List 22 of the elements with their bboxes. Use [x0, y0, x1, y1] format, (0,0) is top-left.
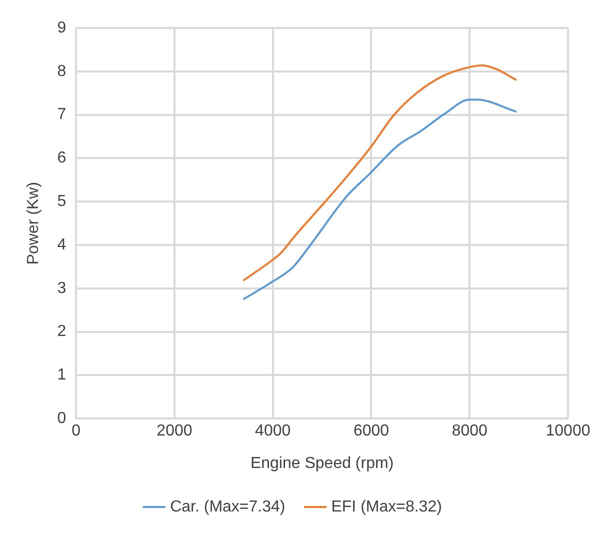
- line-series: [242, 98, 518, 300]
- y-tick-label: 3: [57, 280, 66, 297]
- y-tick-label: 8: [57, 62, 66, 80]
- x-tick-label: 8000: [452, 422, 488, 440]
- y-axis-title: Power (Kw): [25, 182, 42, 265]
- y-tick-label: 2: [57, 323, 66, 340]
- y-tick-label: 9: [57, 19, 66, 36]
- y-tick-label: 4: [57, 236, 66, 254]
- x-tick-label: 10000: [546, 422, 590, 440]
- legend-label: Car. (Max=7.34): [170, 498, 286, 516]
- x-tick-label: 6000: [353, 422, 390, 440]
- x-axis-title: Engine Speed (rpm): [250, 454, 394, 472]
- x-tick-label: 4000: [255, 422, 291, 440]
- x-tick-label: 0: [72, 422, 81, 440]
- y-tick-label: 6: [57, 150, 66, 167]
- line-series: [242, 64, 518, 282]
- y-tick-label: 1: [57, 366, 66, 384]
- y-tick-label: 5: [57, 193, 66, 210]
- y-tick-label: 0: [57, 410, 66, 428]
- x-tick-label: 2000: [156, 422, 192, 440]
- y-tick-label: 7: [57, 106, 66, 124]
- legend-label: EFI (Max=8.32): [331, 498, 442, 516]
